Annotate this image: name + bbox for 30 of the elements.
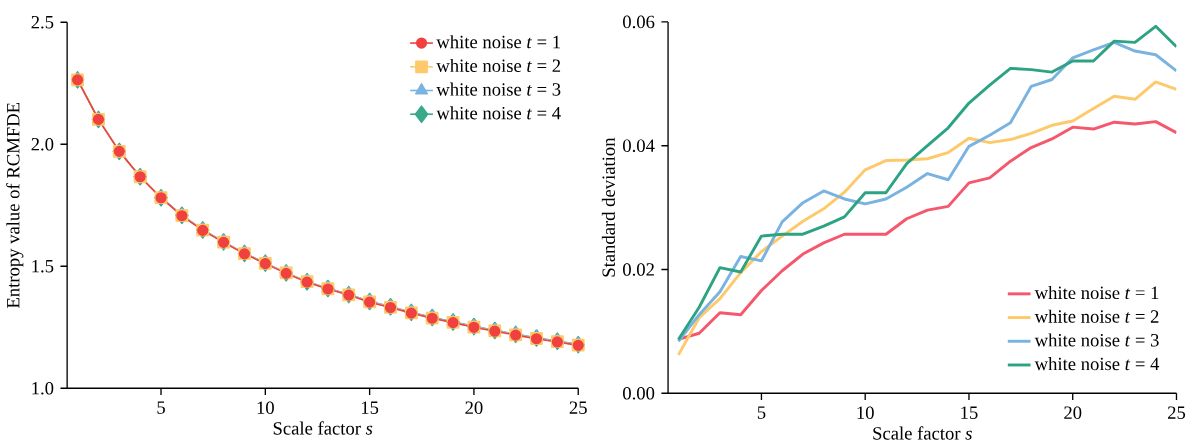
- y-tick-label: 0.04: [623, 139, 655, 153]
- legend-label: white noise t = 4: [1034, 357, 1160, 371]
- x-axis-title: Scale factor s: [873, 426, 972, 440]
- y-tick-label: 1.5: [32, 260, 54, 273]
- y-tick-label: 2.0: [31, 138, 54, 151]
- legend-label: white noise t = 2: [436, 58, 561, 73]
- x-tick-label: 5: [757, 406, 766, 419]
- legend-label: white noise t = 1: [436, 35, 560, 49]
- y-tick-label: 0.06: [623, 15, 655, 29]
- x-axis-title: Scale factor s: [273, 421, 373, 435]
- x-tick-label: 25: [569, 401, 587, 415]
- x-tick-label: 15: [361, 401, 379, 414]
- y-tick-label: 0.02: [623, 263, 654, 276]
- legend-label: white noise t = 3: [436, 82, 561, 96]
- x-tick-label: 20: [1064, 406, 1082, 420]
- legend-label: white noise t = 3: [1034, 333, 1159, 347]
- y-axis-title: Standard deviation: [601, 137, 615, 277]
- legend-label: white noise t = 2: [1034, 309, 1159, 323]
- y-tick-label: 0.00: [623, 387, 655, 400]
- x-tick-label: 10: [257, 401, 274, 415]
- legend-label: white noise t = 4: [436, 106, 561, 120]
- y-tick-label: 1.0: [32, 382, 54, 395]
- y-tick-label: 2.5: [31, 16, 54, 29]
- x-tick-label: 10: [857, 406, 874, 420]
- x-tick-label: 15: [961, 406, 978, 419]
- x-tick-label: 25: [1167, 406, 1186, 419]
- x-tick-label: 20: [465, 401, 483, 415]
- legend-label: white noise t = 1: [1034, 286, 1159, 300]
- y-axis-title: Entropy value of RCMFDE: [6, 103, 24, 309]
- x-tick-label: 5: [157, 401, 165, 414]
